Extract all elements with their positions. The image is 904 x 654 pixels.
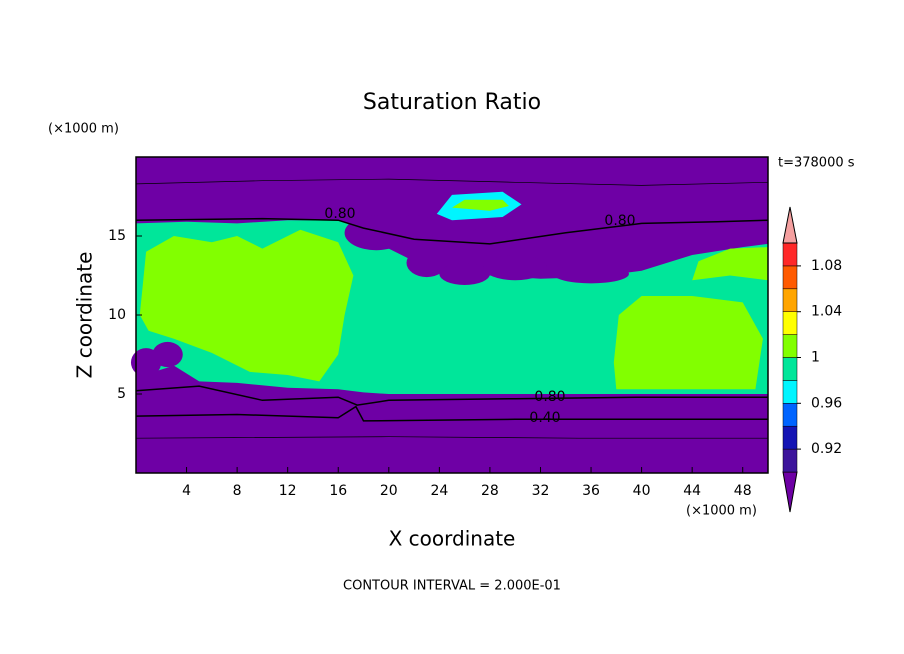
time-label: t=378000 s [778, 156, 855, 171]
colorbar-tick-label: 1 [811, 350, 820, 366]
contour-line [135, 436, 768, 439]
region [613, 296, 763, 390]
region [553, 264, 629, 284]
colorbar-segment [782, 242, 798, 267]
x-tick-label: 28 [481, 483, 499, 499]
contour-label: 0.80 [534, 389, 565, 405]
x-tick-label: 32 [532, 483, 550, 499]
y-axis-label: Z coordinate [73, 252, 97, 379]
contour-label: 0.80 [324, 206, 355, 222]
y-tick-label: 15 [108, 228, 126, 244]
colorbar-segment [782, 288, 798, 312]
region [469, 226, 511, 246]
colorbar-segment [782, 448, 798, 473]
x-tick-label: 4 [182, 483, 191, 499]
colorbar-segment [782, 380, 798, 404]
x-tick-label: 12 [279, 483, 297, 499]
region [439, 262, 490, 285]
y-unit: (×1000 m) [48, 122, 119, 137]
x-unit: (×1000 m) [686, 504, 757, 519]
colorbar-extension [782, 206, 798, 244]
contour-line [135, 405, 768, 422]
x-tick-label: 48 [734, 483, 752, 499]
contour-label: 0.80 [604, 213, 635, 229]
colorbar-tick-label: 0.96 [811, 395, 842, 411]
x-tick-label: 24 [430, 483, 448, 499]
colorbar-segment [782, 425, 798, 450]
region [692, 247, 768, 281]
x-tick-label: 36 [582, 483, 600, 499]
contour-line [135, 217, 769, 245]
region [388, 215, 440, 241]
chart-title: Saturation Ratio [363, 90, 541, 115]
field [130, 157, 769, 473]
y-tick-label: 10 [108, 307, 126, 323]
colorbar-segment [782, 357, 798, 381]
x-tick-label: 44 [683, 483, 701, 499]
x-tick-label: 20 [380, 483, 398, 499]
x-tick-label: 8 [233, 483, 242, 499]
colorbar-tick-label: 0.92 [811, 441, 842, 457]
region [452, 199, 509, 211]
colorbar-segment [782, 265, 798, 290]
colorbar-tick-label: 1.08 [811, 258, 842, 274]
footer: CONTOUR INTERVAL = 2.000E-01 [343, 579, 561, 594]
colorbar-tick-label: 1.04 [811, 304, 842, 320]
region [152, 341, 183, 368]
contour-label: 0.40 [529, 410, 560, 426]
contour-line [135, 385, 768, 406]
colorbar-segment [782, 334, 798, 358]
region [139, 229, 354, 382]
x-axis-label: X coordinate [389, 527, 516, 551]
region [406, 248, 447, 278]
region [483, 254, 547, 281]
x-tick-label: 16 [329, 483, 347, 499]
contour-line [135, 178, 769, 186]
colorbar-extension [782, 471, 798, 513]
x-tick-label: 40 [633, 483, 651, 499]
colorbar-segment [782, 403, 798, 427]
colorbar-segment [782, 311, 798, 335]
y-tick-label: 5 [117, 386, 126, 402]
